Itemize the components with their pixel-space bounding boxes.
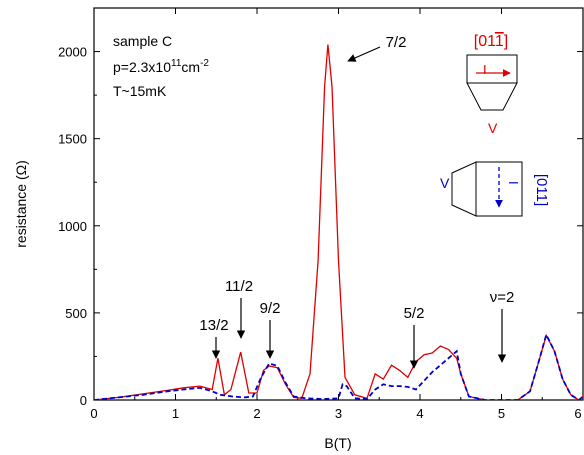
red-current-label: I (483, 62, 487, 77)
inset-blue-geometry: V I [011] (440, 161, 550, 217)
series-red-line (94, 44, 583, 400)
red-voltage-label: V (488, 120, 498, 136)
sample-info: sample C p=2.3x1011cm-2 T~15mK (113, 33, 209, 99)
x-tick-label: 1 (172, 406, 179, 421)
x-tick-label: 4 (416, 406, 423, 421)
x-tick-label: 0 (90, 406, 97, 421)
y-tick-label: 500 (65, 306, 87, 321)
y-tick-label: 1000 (58, 219, 87, 234)
x-tick-label: 5 (498, 406, 505, 421)
inset-red-geometry: [011] I V (466, 33, 518, 136)
annotations: 13/2 11/2 9/2 7/2 5/2 ν=2 (199, 34, 515, 369)
red-direction-label: [011] (474, 33, 508, 50)
annotation-7-2-arrow (347, 46, 381, 62)
red-contact-trapezoid (466, 82, 518, 111)
blue-direction-label: [011] (533, 174, 550, 206)
annotation-13-2-label: 13/2 (199, 317, 228, 334)
y-axis-title: resistance (Ω) (13, 160, 29, 248)
annotation-11-2-label: 11/2 (225, 278, 253, 295)
x-tick-label: 2 (253, 406, 260, 421)
red-direction-barred-digit: 1 (495, 33, 504, 50)
x-tick-label: 3 (335, 406, 342, 421)
series-blue-dashed-line (94, 332, 583, 400)
y-tick-label: 0 (80, 393, 87, 408)
density-label: p=2.3x1011cm-2 (113, 58, 209, 75)
x-axis-title: B(T) (324, 435, 351, 451)
annotation-9-2-label: 9/2 (260, 300, 281, 317)
temperature-label: T~15mK (113, 83, 167, 99)
y-axis-ticks: 0 500 1000 1500 2000 (58, 45, 583, 408)
annotation-nu-2-label: ν=2 (490, 289, 515, 306)
x-axis-ticks: 0 1 2 3 4 5 6 (90, 8, 584, 421)
blue-current-label: I (506, 181, 521, 185)
y-tick-label: 1500 (58, 132, 87, 147)
x-tick-label: 6 (574, 406, 581, 421)
blue-contact-trapezoid (451, 161, 477, 217)
red-hall-bar (466, 54, 518, 84)
annotation-7-2-label: 7/2 (386, 34, 407, 51)
y-tick-label: 2000 (58, 45, 87, 60)
sample-label: sample C (113, 33, 172, 49)
blue-voltage-label: V (440, 175, 450, 191)
annotation-5-2-label: 5/2 (404, 305, 425, 322)
